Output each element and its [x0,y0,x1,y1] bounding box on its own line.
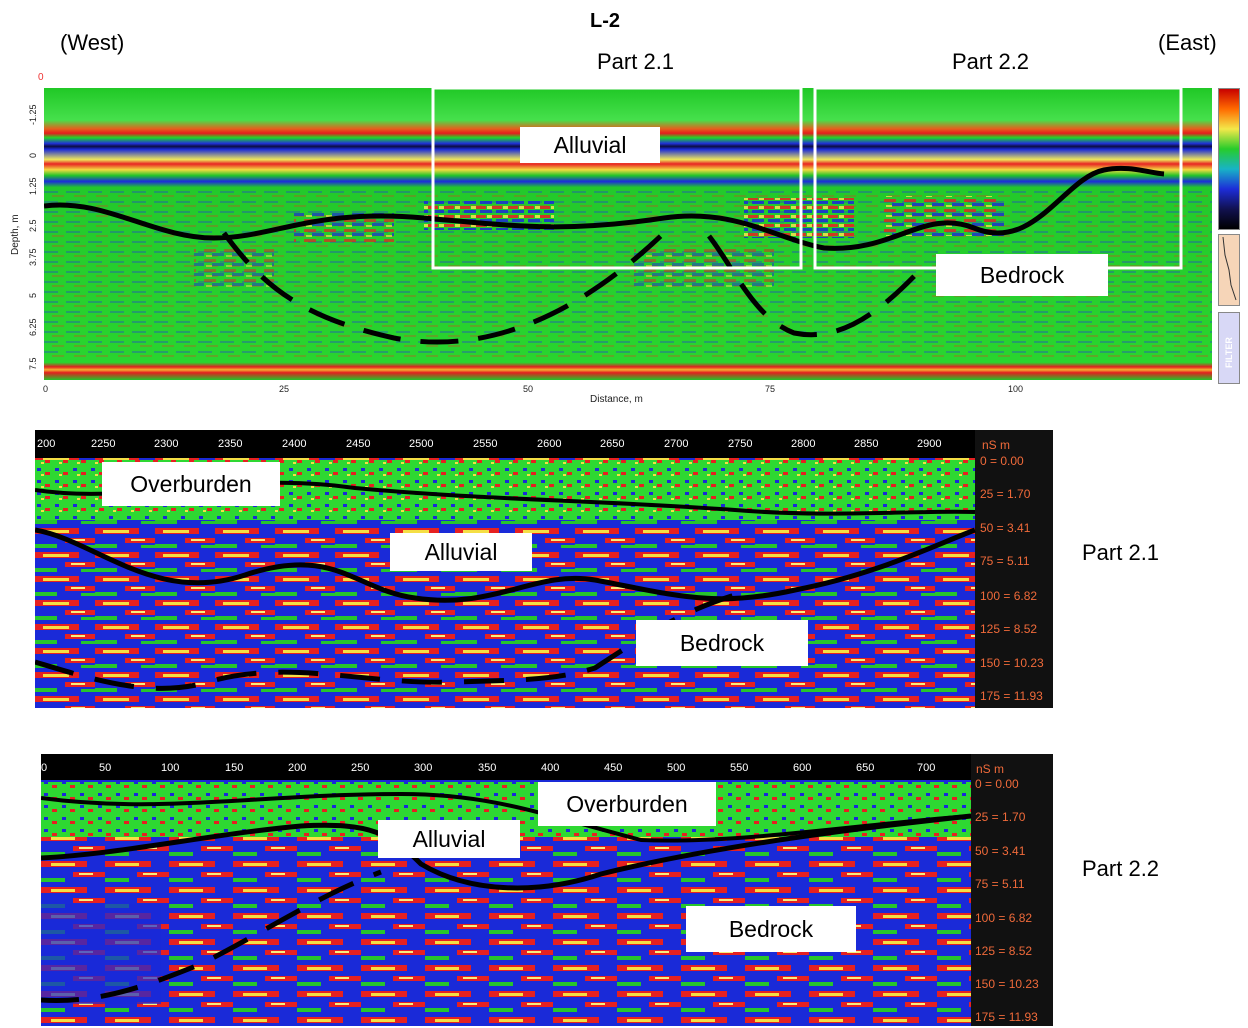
y-tick: 3.75 [28,248,38,266]
y-tick: 5 [28,292,38,298]
right-scale-value: 125 = 8.52 [975,944,1033,958]
scale-tick: 200 [288,762,307,774]
right-scale-value: 175 = 11.93 [975,1010,1038,1024]
right-scale-value: 25 = 1.70 [975,810,1026,824]
scale-tick: 2800 [791,438,816,450]
y-tick: 6.25 [28,318,38,336]
x-axis-title: Distance, m [590,394,643,405]
part-2-1-overburden-label: Overburden [102,462,280,506]
right-scale-value: 0 = 0.00 [975,777,1019,791]
y-tick: -1.25 [28,104,38,125]
part-2-1-radargram [35,430,1053,708]
part-2-2-header: Part 2.2 [952,49,1030,74]
scale-tick: 2250 [91,438,116,450]
figure-title: L-2 [590,10,620,32]
east-label: (East) [1158,30,1217,55]
scale-tick: 600 [793,762,812,774]
scale-tick: 2550 [473,438,498,450]
y-tick: 0 [28,152,38,158]
scale-tick: 550 [730,762,749,774]
scale-tick: 0 [41,762,48,774]
scale-tick: 2600 [537,438,562,450]
part-2-2-side-label: Part 2.2 [1082,856,1160,881]
x-tick: 25 [279,384,290,394]
x-tick: 100 [1008,384,1024,394]
right-scale-header: nS m [982,438,1011,452]
west-label: (West) [60,30,125,55]
filter-label: FILTER [1224,337,1234,368]
scale-tick: 2450 [346,438,371,450]
scale-tick: 500 [667,762,686,774]
part-2-1-alluvial-label: Alluvial [390,533,532,571]
part-2-2-alluvial-label: Alluvial [378,820,520,858]
right-scale-value: 100 = 6.82 [980,589,1038,603]
scale-tick: 2750 [728,438,753,450]
scale-tick: 300 [414,762,433,774]
scale-tick: 400 [541,762,560,774]
scale-tick: 2650 [600,438,625,450]
scale-tick: 2400 [282,438,307,450]
scale-tick: 250 [351,762,370,774]
right-scale-value: 175 = 11.93 [980,689,1043,703]
waveform-widget [1218,234,1240,306]
right-scale-value: 50 = 3.41 [975,844,1026,858]
right-scale-value: 75 = 5.11 [980,554,1030,568]
filter-button[interactable]: FILTER [1218,312,1240,384]
scale-tick: 2350 [218,438,243,450]
scale-tick: 150 [225,762,244,774]
part-2-2-scale: 0 50 100 150 200 250 300 350 400 450 500… [41,762,971,780]
right-scale-value: 25 = 1.70 [980,487,1031,501]
scale-tick: 100 [161,762,180,774]
y-tick: 7.5 [28,357,38,370]
origin-mark: 0 [38,72,44,83]
top-alluvial-label: Alluvial [520,127,660,163]
right-scale-value: 125 = 8.52 [980,622,1038,636]
scale-tick: 2900 [917,438,942,450]
right-scale-value: 75 = 5.11 [975,877,1025,891]
color-scale-bar [1218,88,1240,230]
x-tick: 0 [43,384,49,394]
scale-tick: 50 [99,762,112,774]
scale-tick: 2850 [854,438,879,450]
top-bedrock-label: Bedrock [936,254,1108,296]
right-scale-header: nS m [976,762,1005,776]
y-tick: 1.25 [28,177,38,195]
right-scale-value: 0 = 0.00 [980,454,1024,468]
part-2-1-bedrock-label: Bedrock [636,620,808,666]
part-2-2-bedrock-label: Bedrock [686,906,856,952]
scale-tick: 2700 [664,438,689,450]
scale-tick: 2500 [409,438,434,450]
right-scale-value: 50 = 3.41 [980,521,1031,535]
x-tick: 50 [523,384,534,394]
part-2-1-scale: 200 2250 2300 2350 2400 2450 2500 2550 2… [35,438,975,456]
right-scale-value: 150 = 10.23 [975,977,1039,991]
scale-tick: 700 [917,762,936,774]
scale-tick: 450 [604,762,623,774]
scale-tick: 650 [856,762,875,774]
scale-tick: 350 [478,762,497,774]
y-axis-title: Depth, m [10,214,21,255]
y-tick: 2.5 [28,219,38,232]
part-2-2-overburden-label: Overburden [538,782,716,826]
part-2-1-side-label: Part 2.1 [1082,540,1160,565]
right-scale-value: 100 = 6.82 [975,911,1033,925]
right-scale-value: 150 = 10.23 [980,656,1044,670]
part-2-1-header: Part 2.1 [597,49,675,74]
x-tick: 75 [765,384,776,394]
scale-tick: 2300 [154,438,179,450]
scale-tick: 200 [37,438,56,450]
